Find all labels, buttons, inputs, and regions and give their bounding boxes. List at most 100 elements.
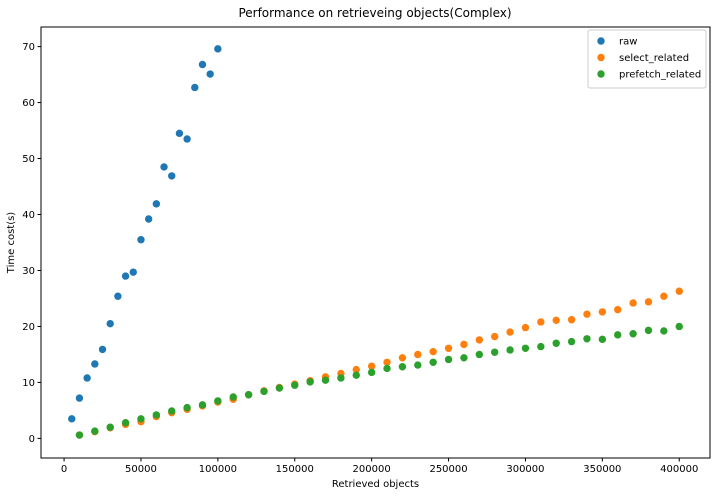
data-point <box>537 318 545 326</box>
legend-label: raw <box>619 37 637 48</box>
data-point <box>244 391 253 399</box>
y-tick-label: 50 <box>22 154 35 165</box>
data-point <box>183 135 191 143</box>
data-point <box>583 335 591 343</box>
legend-box <box>587 29 707 89</box>
legend-marker <box>597 37 605 45</box>
data-point <box>398 363 407 371</box>
data-point <box>552 339 560 347</box>
data-point <box>598 308 607 316</box>
y-axis: 0 10 20 30 40 50 60 70 <box>22 42 41 445</box>
data-point <box>506 328 514 336</box>
data-point <box>137 236 145 244</box>
data-point <box>429 358 437 366</box>
data-point <box>121 419 130 427</box>
data-point <box>114 292 122 300</box>
x-tick-label: 400000 <box>660 464 698 475</box>
x-tick-label: 200000 <box>353 464 391 475</box>
legend: raw select_related prefetch_related <box>587 29 707 89</box>
data-point <box>414 350 422 359</box>
data-point <box>83 374 91 382</box>
data-point <box>414 361 422 369</box>
data-point <box>583 310 591 318</box>
data-point <box>660 292 668 300</box>
data-point <box>567 337 576 346</box>
x-tick-label: 350000 <box>583 464 621 475</box>
data-point <box>321 376 330 384</box>
x-tick-label: 0 <box>61 464 67 475</box>
data-point <box>206 70 214 78</box>
series-raw <box>68 45 222 423</box>
data-point <box>521 323 530 332</box>
data-point <box>490 332 499 341</box>
data-point <box>614 331 622 339</box>
data-point <box>175 129 184 138</box>
data-point <box>444 344 453 352</box>
data-point <box>91 360 99 368</box>
data-point <box>598 335 607 344</box>
x-tick-label: 250000 <box>429 464 467 475</box>
y-tick-label: 60 <box>22 98 35 109</box>
data-point <box>675 287 683 295</box>
data-point <box>198 60 207 69</box>
data-point <box>160 163 168 171</box>
y-tick-label: 40 <box>22 210 35 221</box>
data-point <box>214 397 222 405</box>
data-point <box>260 387 268 396</box>
legend-label: select_related <box>619 53 689 64</box>
data-point <box>198 401 207 409</box>
data-point <box>460 340 468 349</box>
data-point <box>229 393 237 401</box>
plot-frame <box>40 26 711 459</box>
data-point <box>106 423 114 431</box>
data-point <box>444 355 453 364</box>
y-tick-label: 70 <box>22 42 35 53</box>
data-point <box>152 200 161 208</box>
data-point <box>275 384 284 392</box>
data-point <box>91 427 99 435</box>
y-tick-label: 0 <box>29 434 35 445</box>
data-point <box>644 326 653 335</box>
data-point <box>168 407 176 415</box>
y-tick-label: 30 <box>22 266 35 277</box>
data-point <box>168 172 176 180</box>
chart-title: Performance on retrieveing objects(Compl… <box>238 6 511 20</box>
data-point <box>675 322 683 331</box>
data-point <box>644 298 653 306</box>
legend-marker <box>597 53 605 62</box>
data-point <box>383 364 391 373</box>
data-point <box>614 305 622 314</box>
series-prefetch-related <box>75 322 683 439</box>
legend-marker <box>597 70 605 78</box>
legend-label: prefetch_related <box>619 70 701 81</box>
data-point <box>567 316 576 324</box>
data-point <box>306 378 314 386</box>
data-point <box>521 344 530 352</box>
data-point <box>152 411 161 419</box>
data-point <box>367 362 376 370</box>
data-point <box>629 330 637 338</box>
data-point <box>475 336 484 344</box>
data-point <box>75 394 84 402</box>
y-tick-label: 20 <box>22 322 35 333</box>
data-point <box>552 316 560 325</box>
data-point <box>214 45 222 53</box>
data-point <box>490 348 499 356</box>
x-axis-label: Retrieved objects <box>332 479 419 490</box>
data-points <box>68 45 683 439</box>
x-axis: 0 50000 100000 150000 200000 250000 300000 3500… <box>61 458 698 475</box>
data-point <box>537 342 545 351</box>
data-point <box>75 431 84 439</box>
data-point <box>98 345 107 354</box>
data-point <box>660 327 668 335</box>
x-tick-label: 300000 <box>506 464 544 475</box>
data-point <box>291 381 299 389</box>
data-point <box>506 346 514 354</box>
data-point <box>129 268 137 276</box>
data-point <box>460 354 468 362</box>
data-point <box>629 299 637 307</box>
data-point <box>106 319 114 328</box>
y-tick-label: 10 <box>22 378 35 389</box>
x-tick-label: 150000 <box>276 464 314 475</box>
